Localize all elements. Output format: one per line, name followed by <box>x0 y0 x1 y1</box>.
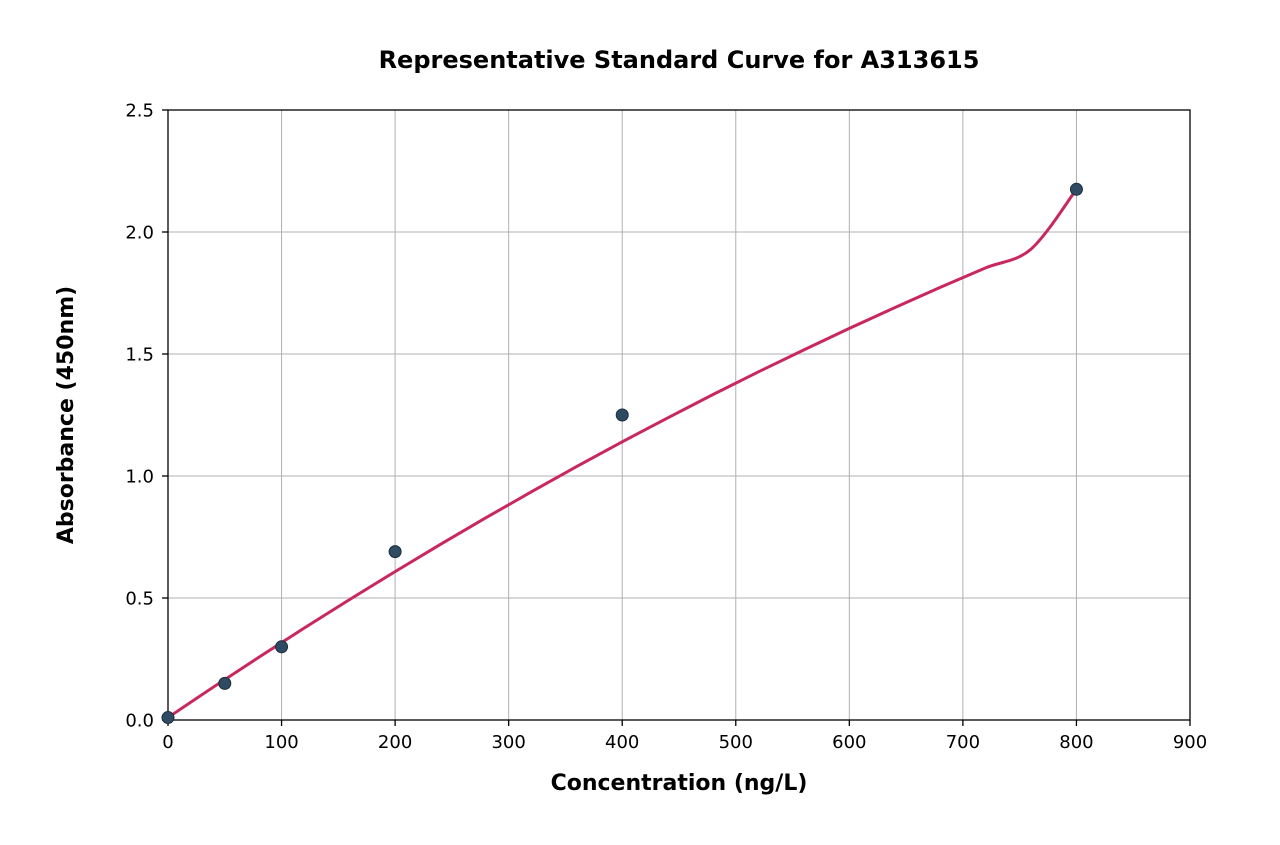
x-tick-label: 0 <box>162 732 173 753</box>
y-tick-label: 1.0 <box>125 466 154 487</box>
chart-container: 0 100 200 300 400 500 600 700 800 900 0.0 0.5 1.0 1.5… <box>0 0 1280 845</box>
data-point <box>276 641 288 653</box>
y-tick-label: 2.0 <box>125 222 154 243</box>
data-point <box>162 712 174 724</box>
y-axis-label: Absorbance (450nm) <box>54 286 79 544</box>
x-tick-label: 800 <box>1059 732 1093 753</box>
x-tick-label: 400 <box>605 732 639 753</box>
data-point <box>389 546 401 558</box>
x-tick-label: 100 <box>264 732 298 753</box>
chart-title: Representative Standard Curve for A31361… <box>379 46 980 74</box>
y-tick-label: 2.5 <box>125 100 154 121</box>
chart-background <box>0 0 1280 845</box>
x-tick-label: 500 <box>719 732 753 753</box>
chart-svg: 0 100 200 300 400 500 600 700 800 900 0.0 0.5 1.0 1.5… <box>0 0 1280 845</box>
data-point <box>219 677 231 689</box>
x-axis-label: Concentration (ng/L) <box>551 771 808 796</box>
x-tick-label: 900 <box>1173 732 1207 753</box>
x-tick-label: 200 <box>378 732 412 753</box>
data-point <box>616 409 628 421</box>
y-tick-label: 0.5 <box>125 588 154 609</box>
data-point <box>1070 183 1082 195</box>
x-tick-label: 600 <box>832 732 866 753</box>
x-tick-label: 300 <box>491 732 525 753</box>
y-tick-label: 0.0 <box>125 710 154 731</box>
y-tick-label: 1.5 <box>125 344 154 365</box>
x-tick-label: 700 <box>946 732 980 753</box>
